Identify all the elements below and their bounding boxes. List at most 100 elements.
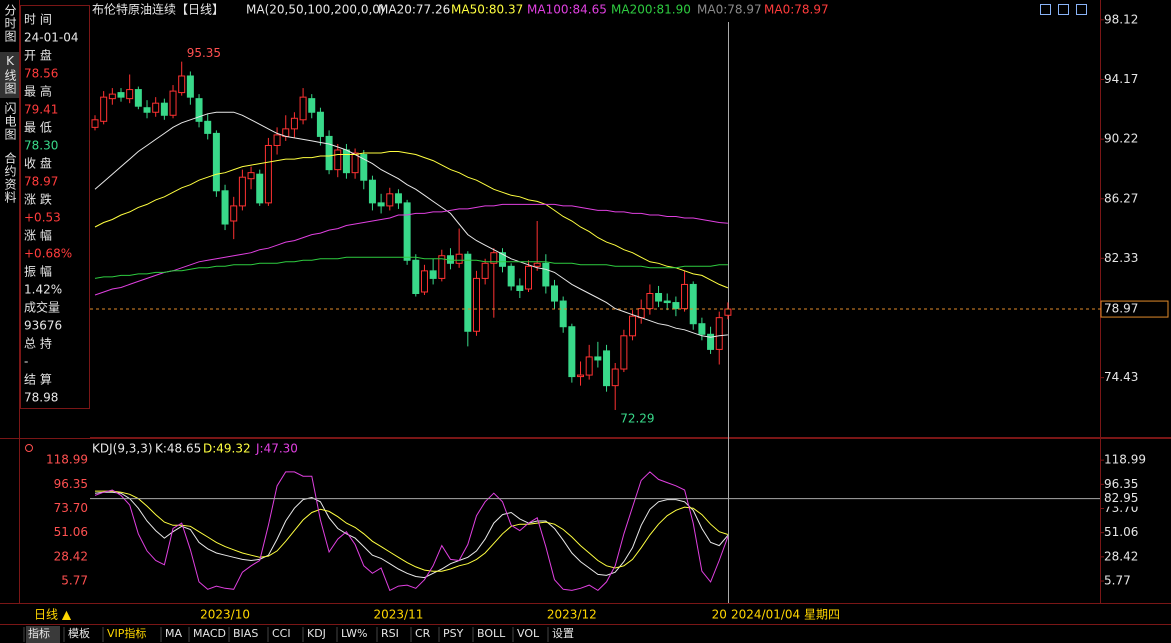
candle-body	[117, 92, 125, 98]
candle-body	[455, 253, 463, 264]
candle-body	[533, 262, 541, 267]
info-value: +0.68%	[24, 247, 72, 261]
info-label: 涨 幅	[24, 228, 52, 243]
cursor-date: 2024/01/04 星期四	[731, 608, 840, 622]
candle-body	[308, 98, 316, 113]
y-tick-label: 74.43	[1104, 370, 1138, 384]
candle-body	[481, 262, 489, 279]
ma-line	[94, 256, 728, 279]
side-tab[interactable]: 分时图	[3, 4, 17, 43]
toolbar-tab[interactable]: MACD	[193, 627, 226, 640]
toolbar-tab[interactable]: LW%	[341, 627, 367, 640]
y-tick-label: 86.27	[1104, 191, 1138, 205]
candle-body	[238, 176, 246, 207]
y-tick-label: 118.99	[46, 453, 88, 467]
toolbar-tab[interactable]: 模板	[68, 626, 90, 640]
toolbar-tab[interactable]: PSY	[443, 627, 464, 640]
cursor-box	[1101, 490, 1168, 507]
toolbar-tab[interactable]: CCI	[272, 627, 291, 640]
toolbar-tab[interactable]: 指标	[28, 626, 50, 640]
y-tick-label: 73.70	[54, 501, 88, 515]
candle-body	[403, 202, 411, 261]
candle-body	[464, 253, 472, 332]
y-tick-label: 96.35	[1104, 477, 1138, 491]
toolbar-tab[interactable]: MA	[165, 627, 182, 640]
candle-body	[334, 149, 342, 171]
candle-body	[637, 308, 645, 319]
info-label: 成交量	[24, 300, 60, 315]
y-tick-label: 51.06	[1104, 525, 1138, 539]
legend-entry: MA100:84.65	[527, 3, 607, 17]
candle-body	[247, 172, 255, 180]
info-label: 结 算	[24, 372, 52, 387]
y-tick-label: 90.22	[1104, 132, 1138, 146]
candle-body	[429, 270, 437, 279]
candle-body	[507, 265, 515, 287]
icon[interactable]	[1040, 4, 1051, 15]
candle-body	[108, 93, 116, 100]
side-tab[interactable]: K线图	[3, 54, 17, 95]
legend-entry: MA20:77.26	[378, 3, 450, 17]
window-icons[interactable]	[1040, 4, 1087, 15]
toolbar-tab[interactable]: CR	[415, 627, 431, 640]
side-tab[interactable]: 闪电图	[3, 102, 17, 141]
toolbar-tab[interactable]: BIAS	[233, 627, 258, 640]
info-value: 24-01-04	[24, 31, 78, 45]
candle-body	[681, 283, 689, 310]
candle-body	[160, 102, 168, 116]
candle-body	[221, 190, 229, 225]
candle-body	[663, 300, 671, 304]
candle-body	[204, 120, 212, 134]
candle-body	[715, 317, 723, 350]
info-label: 总 持	[24, 336, 52, 351]
candle-body	[525, 265, 532, 290]
kdj-line	[95, 490, 729, 572]
kdj-line	[94, 471, 729, 592]
candle-body	[689, 283, 697, 325]
side-tab[interactable]: 合约资料	[3, 151, 17, 204]
candle-body	[126, 89, 134, 100]
candle-body	[629, 315, 637, 337]
candle-body	[360, 154, 368, 181]
info-value: 78.97	[24, 175, 58, 189]
toolbar-tab[interactable]: BOLL	[477, 627, 506, 640]
toolbar-tab[interactable]: VIP指标	[107, 626, 146, 640]
candle-body	[290, 117, 298, 130]
candle-body	[152, 102, 160, 113]
y-tick-label: 98.12	[1104, 12, 1138, 26]
y-tick-label: 82.33	[1104, 251, 1138, 265]
info-value: +0.53	[24, 211, 61, 225]
x-tick-label: 2023/10	[200, 608, 250, 622]
candle-body	[620, 335, 628, 370]
y-tick-label: 28.42	[54, 549, 88, 563]
legend-entry: MA0:78.97	[764, 3, 829, 17]
info-label: 最 高	[24, 84, 52, 99]
info-label: 涨 跌	[24, 192, 52, 207]
toolbar-tab[interactable]: 设置	[552, 627, 574, 640]
icon[interactable]	[1076, 4, 1087, 15]
toolbar-tab[interactable]: RSI	[381, 627, 399, 640]
info-value: 78.56	[24, 67, 58, 81]
legend-entry: MA0:78.97	[697, 3, 762, 17]
candle-body	[577, 374, 585, 378]
candle-body	[178, 75, 186, 94]
icon[interactable]	[1058, 4, 1069, 15]
active-toolbar-tab	[26, 626, 60, 643]
candle-body	[195, 98, 203, 122]
cursor-date-box	[728, 606, 840, 623]
candle-body	[264, 144, 272, 204]
toolbar-tab[interactable]: KDJ	[307, 627, 326, 640]
candle-body	[100, 96, 108, 122]
period[interactable]: 日线 ▲	[34, 608, 72, 622]
info-label: 收 盘	[24, 156, 52, 171]
y-tick-label: 5.77	[61, 574, 88, 588]
indicator-icon[interactable]	[25, 444, 33, 452]
frames	[0, 0, 1171, 625]
candle-body	[273, 134, 281, 146]
candle-body	[603, 350, 611, 387]
candle-body	[559, 300, 567, 328]
candle-body	[386, 193, 394, 207]
toolbar-tab[interactable]: VOL	[517, 627, 540, 640]
candle-body	[351, 152, 359, 174]
